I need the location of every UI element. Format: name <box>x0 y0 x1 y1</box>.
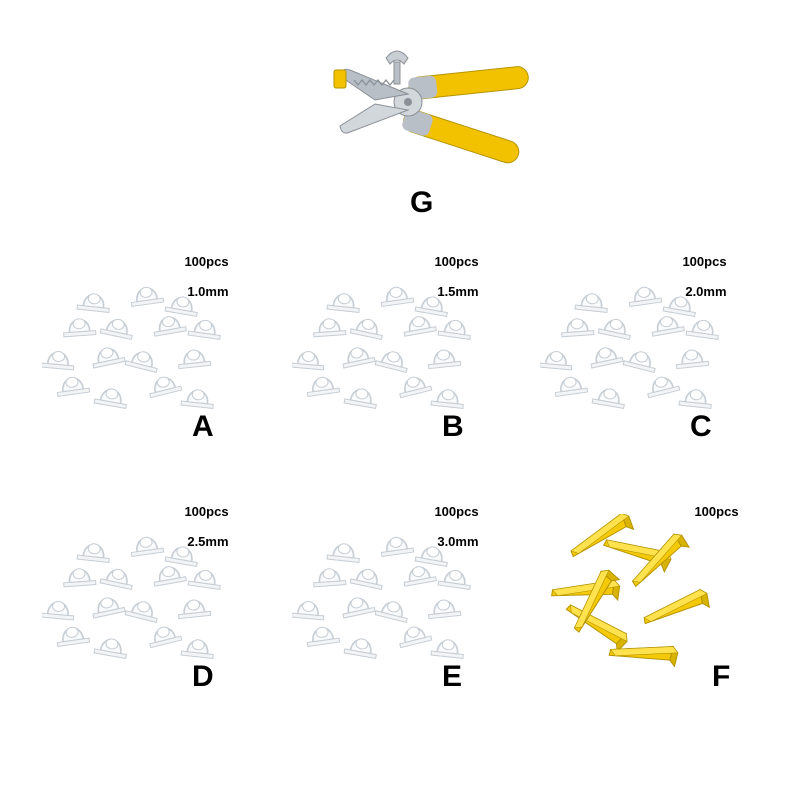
clips-icon <box>540 274 730 414</box>
variant-g-letter: G <box>410 186 433 220</box>
variant-e-cell: 100pcs 3.0mm E <box>292 490 512 700</box>
variant-a-letter: A <box>192 410 214 444</box>
variant-b-letter: B <box>442 410 464 444</box>
variant-d-qty: 100pcs <box>184 504 228 519</box>
variant-c-letter: C <box>690 410 712 444</box>
variant-e-qty: 100pcs <box>434 504 478 519</box>
variant-f-letter: F <box>712 660 730 694</box>
clips-icon <box>292 524 482 664</box>
pliers-icon <box>290 30 550 190</box>
variant-f-cell: 100pcs F <box>540 490 760 700</box>
variant-c-qty: 100pcs <box>682 254 726 269</box>
variant-e-letter: E <box>442 660 462 694</box>
variant-a-cell: 100pcs 1.0mm A <box>42 240 262 450</box>
variant-b-cell: 100pcs 1.5mm B <box>292 240 512 450</box>
variant-d-cell: 100pcs 2.5mm D <box>42 490 262 700</box>
clips-icon <box>292 274 482 414</box>
clips-icon <box>42 274 232 414</box>
wedges-icon <box>540 514 730 674</box>
clips-icon <box>42 524 232 664</box>
variant-b-qty: 100pcs <box>434 254 478 269</box>
variant-d-letter: D <box>192 660 214 694</box>
variant-c-cell: 100pcs 2.0mm C <box>540 240 760 450</box>
variant-a-qty: 100pcs <box>184 254 228 269</box>
